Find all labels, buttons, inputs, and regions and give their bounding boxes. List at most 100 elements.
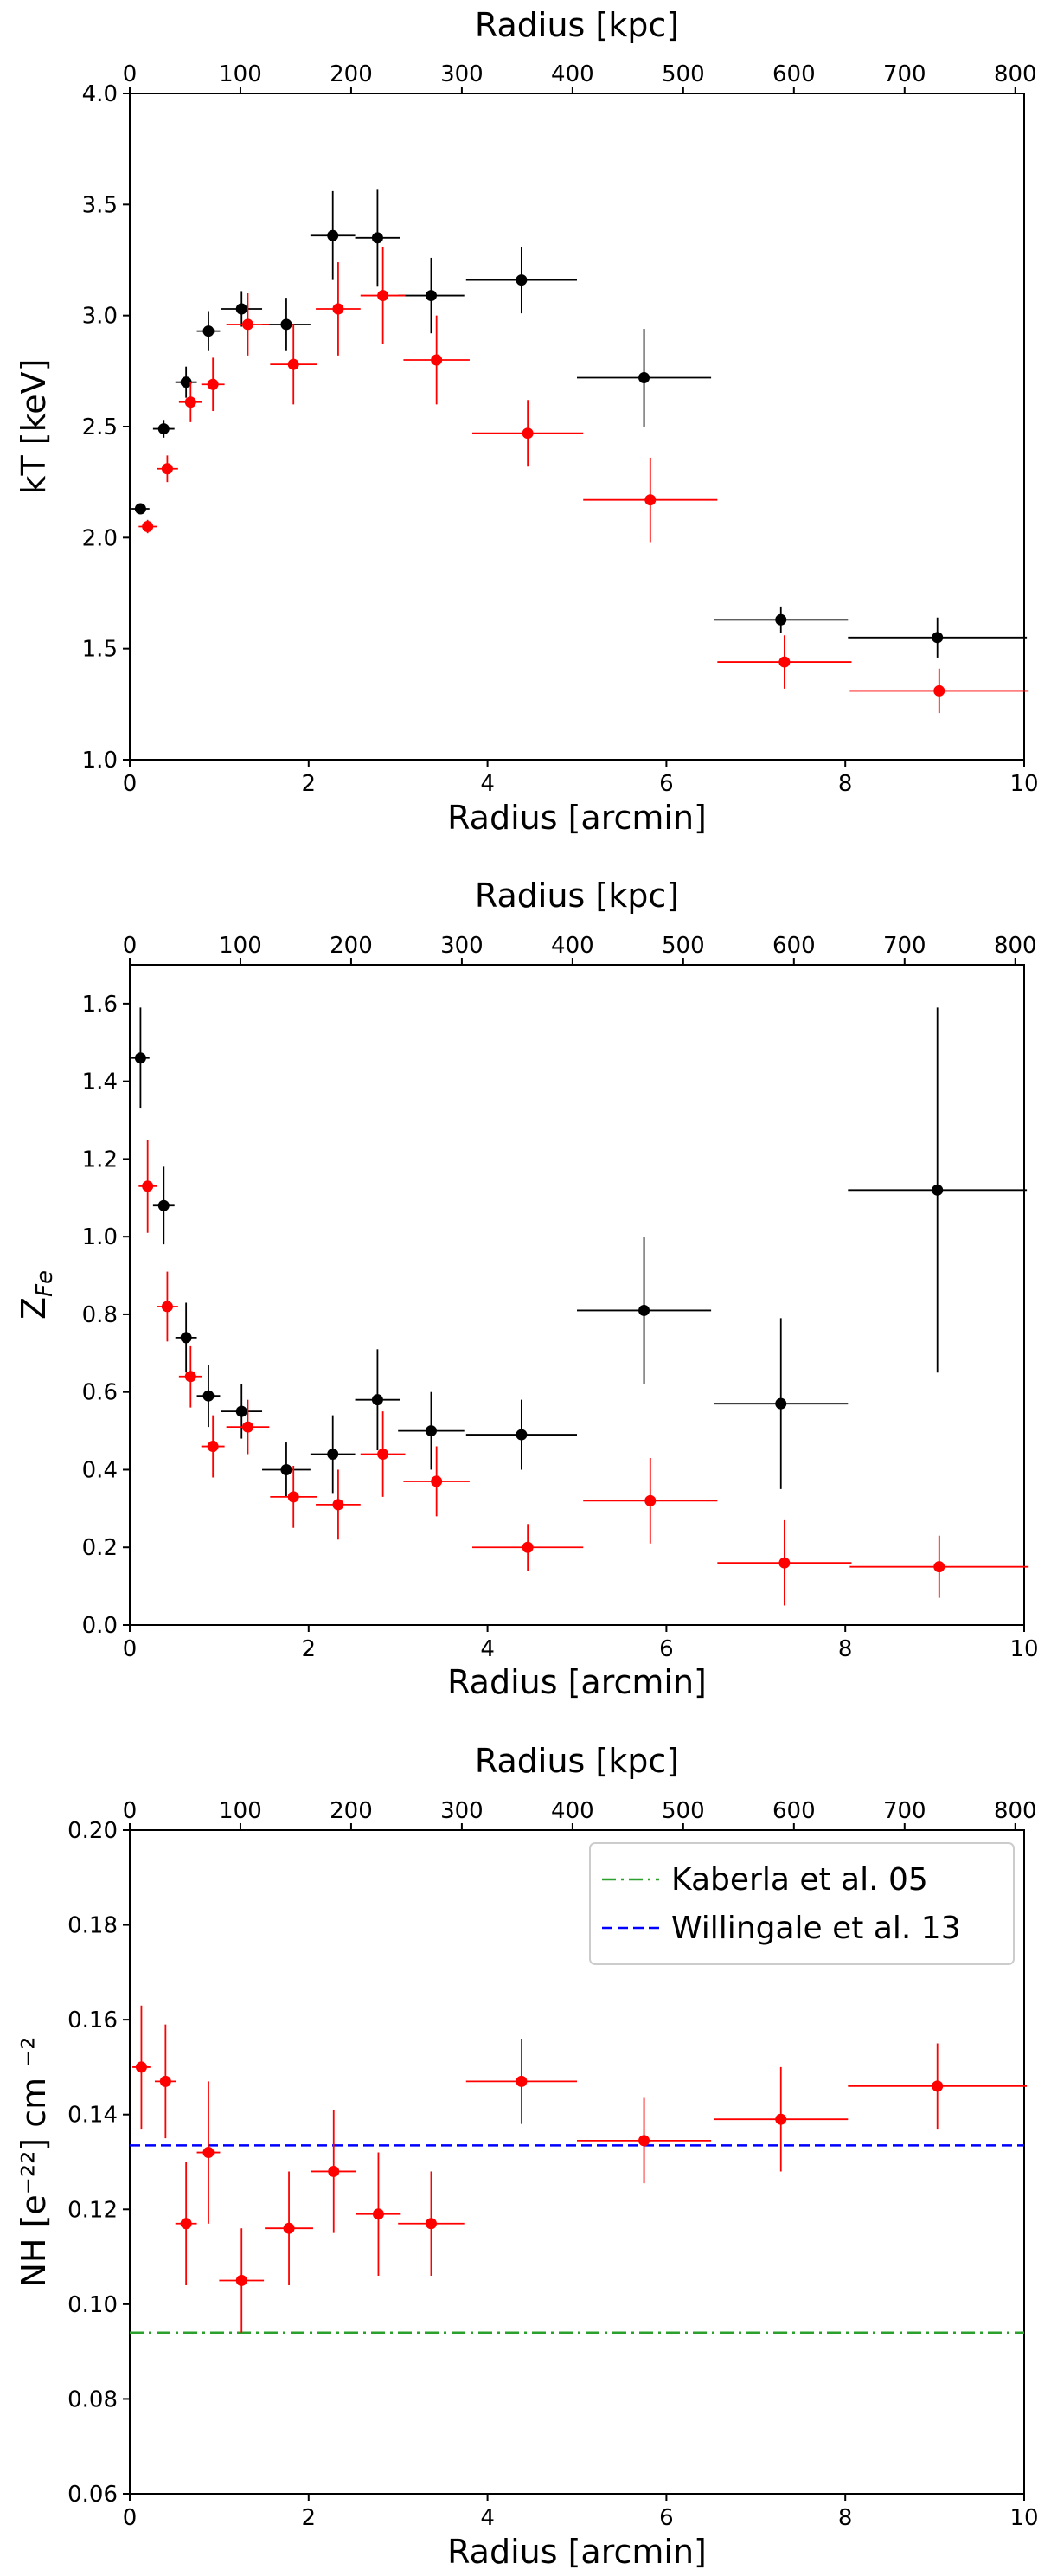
legend: Kaberla et al. 05 Willingale et al. 13 bbox=[589, 1842, 1015, 1965]
data-point bbox=[775, 2113, 787, 2125]
x2-tick-label: 800 bbox=[994, 61, 1037, 87]
y-tick-label: 0.18 bbox=[67, 1913, 118, 1939]
x-tick-label: 2 bbox=[302, 1636, 317, 1662]
x2-tick-label: 0 bbox=[123, 1798, 138, 1824]
data-point bbox=[644, 1494, 657, 1506]
data-point bbox=[180, 376, 192, 389]
data-point bbox=[142, 1180, 154, 1192]
data-point bbox=[287, 1491, 299, 1503]
x-tick-label: 4 bbox=[480, 771, 495, 797]
y-tick-label: 0.06 bbox=[67, 2482, 118, 2508]
data-series bbox=[138, 247, 1029, 714]
data-point bbox=[202, 2147, 215, 2159]
x-tick-label: 2 bbox=[302, 771, 317, 797]
x2-tick-label: 500 bbox=[662, 61, 705, 87]
legend-box bbox=[589, 1842, 1015, 1965]
x2-tick-label: 300 bbox=[440, 61, 484, 87]
data-point bbox=[142, 521, 154, 532]
x2-tick-label: 700 bbox=[883, 933, 926, 959]
x2-axis-title: Radius [kpc] bbox=[475, 1742, 679, 1780]
data-point bbox=[932, 632, 944, 644]
data-point bbox=[371, 1394, 383, 1406]
data-point bbox=[431, 354, 443, 366]
data-point bbox=[371, 232, 383, 244]
data-point bbox=[157, 1199, 170, 1211]
data-point bbox=[516, 1429, 528, 1441]
y-tick-label: 1.6 bbox=[82, 992, 118, 1018]
column-density-profile-chart: 0 2 4 6 8 100 100 200 300 400 500 600 700 8000.060.08… bbox=[15, 1742, 1038, 2571]
data-point bbox=[516, 274, 528, 286]
y-tick-label: 2.0 bbox=[82, 525, 118, 551]
data-point bbox=[377, 290, 389, 302]
x2-tick-label: 400 bbox=[551, 61, 594, 87]
legend-label: Kaberla et al. 05 bbox=[671, 1862, 928, 1898]
y-axis-title: NH [e⁻²²] cm ⁻² bbox=[15, 2037, 53, 2288]
data-point bbox=[327, 1449, 339, 1461]
data-point bbox=[235, 2274, 247, 2286]
plot-frame bbox=[129, 1829, 1025, 2495]
data-series bbox=[132, 2005, 1028, 2333]
data-point bbox=[235, 1405, 247, 1417]
x2-tick-label: 100 bbox=[219, 61, 262, 87]
data-point bbox=[638, 372, 650, 384]
y-tick-label: 0.12 bbox=[67, 2197, 118, 2223]
x2-tick-label: 400 bbox=[551, 1798, 594, 1824]
data-point bbox=[377, 1449, 389, 1461]
x2-tick-label: 200 bbox=[330, 933, 373, 959]
data-point bbox=[332, 303, 344, 315]
x-tick-label: 4 bbox=[480, 2505, 495, 2531]
x2-tick-label: 700 bbox=[883, 1798, 926, 1824]
data-point bbox=[184, 1371, 196, 1383]
y-tick-label: 1.4 bbox=[82, 1070, 118, 1095]
x-tick-label: 0 bbox=[123, 771, 138, 797]
data-point bbox=[157, 423, 170, 435]
data-point bbox=[235, 303, 247, 315]
data-point bbox=[932, 1184, 944, 1196]
x2-tick-label: 400 bbox=[551, 933, 594, 959]
data-point bbox=[644, 494, 657, 506]
x-tick-label: 10 bbox=[1009, 771, 1038, 797]
x2-tick-label: 0 bbox=[123, 933, 138, 959]
x2-tick-label: 600 bbox=[772, 1798, 816, 1824]
data-point bbox=[241, 1421, 253, 1433]
x-tick-label: 0 bbox=[123, 1636, 138, 1662]
data-point bbox=[161, 463, 173, 475]
y-tick-label: 1.5 bbox=[82, 637, 118, 663]
data-point bbox=[778, 656, 791, 668]
y-tick-label: 0.2 bbox=[82, 1535, 118, 1561]
y-axis-title: ZFe bbox=[15, 1270, 58, 1320]
data-point bbox=[283, 2222, 295, 2234]
x-axis-title: Radius [arcmin] bbox=[447, 2533, 707, 2571]
y-tick-label: 0.4 bbox=[82, 1457, 118, 1483]
y-tick-label: 1.2 bbox=[82, 1147, 118, 1172]
x-tick-label: 10 bbox=[1009, 1636, 1038, 1662]
data-point bbox=[778, 1557, 791, 1569]
data-point bbox=[280, 1463, 292, 1475]
x2-axis-title: Radius [kpc] bbox=[475, 6, 679, 44]
y-tick-label: 0.08 bbox=[67, 2386, 118, 2412]
y-tick-label: 0.20 bbox=[67, 1818, 118, 1844]
data-point bbox=[180, 2218, 192, 2230]
data-point bbox=[425, 1425, 437, 1437]
data-series bbox=[138, 1139, 1029, 1606]
x2-tick-label: 200 bbox=[330, 1798, 373, 1824]
data-point bbox=[332, 1499, 344, 1511]
y-tick-label: 0.14 bbox=[67, 2103, 118, 2129]
x2-tick-label: 300 bbox=[440, 1798, 484, 1824]
legend-label: Willingale et al. 13 bbox=[671, 1911, 961, 1946]
x-tick-label: 4 bbox=[480, 1636, 495, 1662]
x-tick-label: 8 bbox=[838, 771, 853, 797]
x2-tick-label: 800 bbox=[994, 933, 1037, 959]
x2-tick-label: 600 bbox=[772, 61, 816, 87]
x-tick-label: 8 bbox=[838, 2505, 853, 2531]
x2-axis-title: Radius [kpc] bbox=[475, 877, 679, 915]
x-tick-label: 2 bbox=[302, 2505, 317, 2531]
data-point bbox=[638, 2135, 650, 2147]
x2-tick-label: 500 bbox=[662, 933, 705, 959]
y-tick-label: 4.0 bbox=[82, 81, 118, 107]
data-point bbox=[280, 318, 292, 331]
data-point bbox=[327, 229, 339, 241]
data-point bbox=[431, 1475, 443, 1487]
x2-tick-label: 0 bbox=[123, 61, 138, 87]
data-point bbox=[135, 2061, 147, 2073]
